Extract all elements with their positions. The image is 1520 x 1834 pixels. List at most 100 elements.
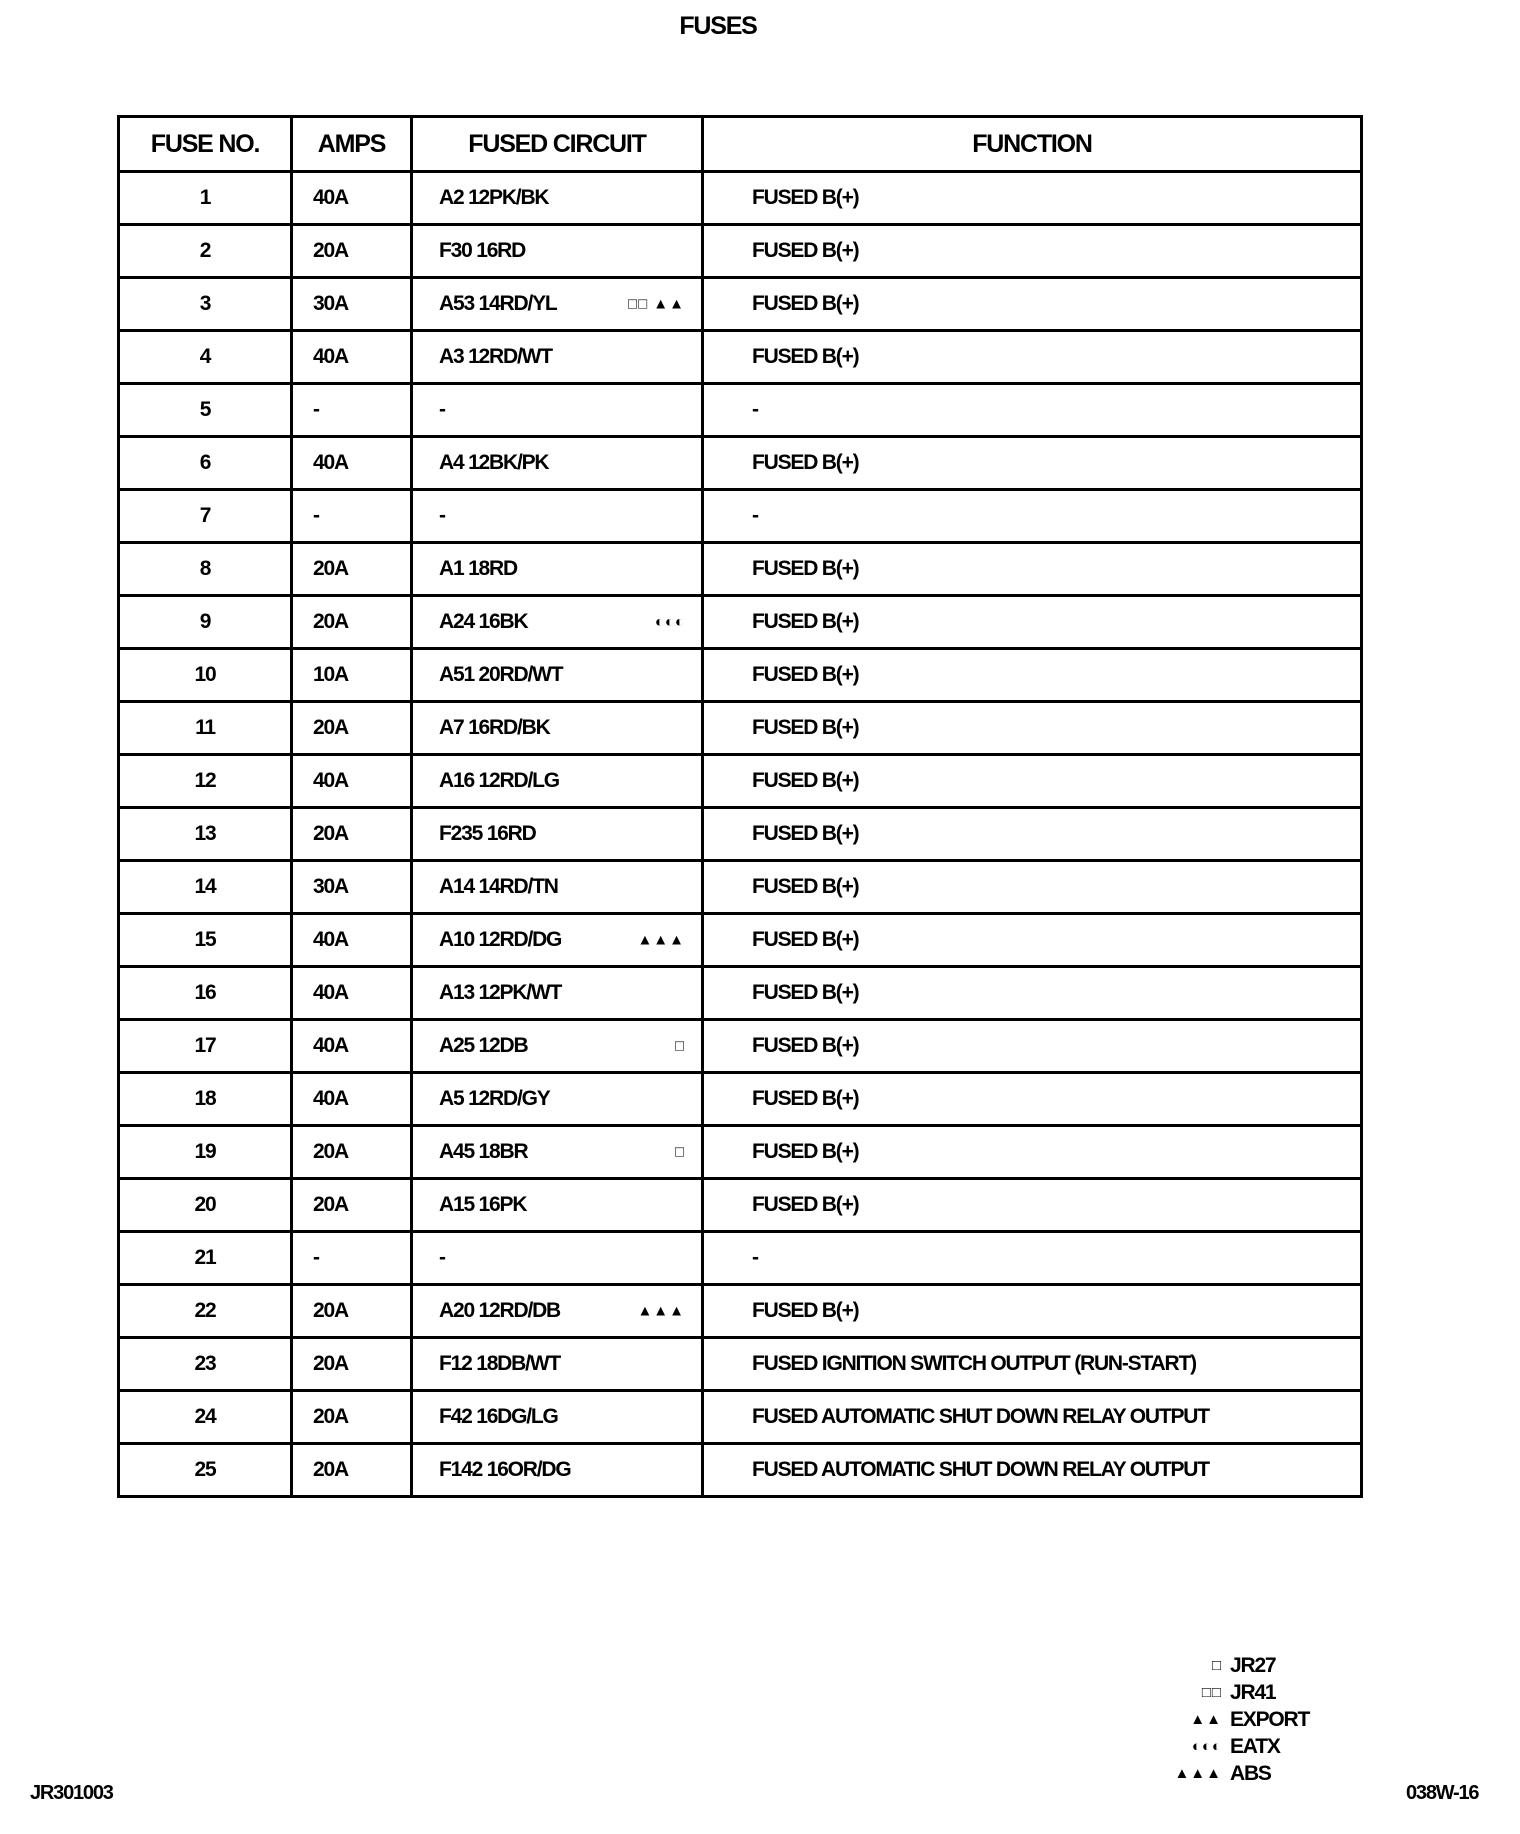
fuse-no-cell: 5 — [117, 382, 293, 438]
function-cell: FUSED B(+) — [701, 912, 1363, 968]
fuse-no-text: 14 — [194, 875, 217, 898]
header-fuse-no: FUSE NO. — [117, 115, 293, 173]
function-cell: FUSED B(+) — [701, 1283, 1363, 1339]
amps-cell: 40A — [290, 965, 413, 1021]
amps-text: 10A — [313, 663, 349, 686]
function-text: FUSED B(+) — [752, 610, 860, 633]
table-row: 8 20A A1 18RD FUSED B(+) — [117, 541, 1363, 597]
amps-text: 20A — [313, 1193, 349, 1216]
legend-label: ABS — [1230, 1761, 1272, 1785]
option-symbol-icon: ◐◐◐ — [654, 613, 685, 631]
legend: □ JR27 □□ JR41 ▲▲ EXPORT ◐◐◐ EATX ▲▲▲ ABS — [1160, 1652, 1310, 1787]
fuse-no-text: 6 — [199, 451, 212, 474]
fused-circuit-cell: A16 12RD/LG — [410, 753, 704, 809]
header-function: FUNCTION — [701, 115, 1363, 173]
function-text: FUSED B(+) — [752, 716, 860, 739]
function-cell: FUSED B(+) — [701, 223, 1363, 279]
fuse-no-cell: 21 — [117, 1230, 293, 1286]
fuse-no-cell: 25 — [117, 1442, 293, 1498]
amps-text: 40A — [313, 1087, 349, 1110]
function-cell: FUSED B(+) — [701, 276, 1363, 332]
fuse-no-cell: 20 — [117, 1177, 293, 1233]
fuse-no-cell: 9 — [117, 594, 293, 650]
function-text: FUSED B(+) — [752, 1087, 860, 1110]
amps-cell: 40A — [290, 912, 413, 968]
function-cell: FUSED B(+) — [701, 1071, 1363, 1127]
function-text: - — [752, 398, 759, 421]
fused-circuit-cell: A45 18BR □ — [410, 1124, 704, 1180]
function-cell: FUSED AUTOMATIC SHUT DOWN RELAY OUTPUT — [701, 1442, 1363, 1498]
function-text: FUSED B(+) — [752, 928, 860, 951]
fuse-no-text: 17 — [194, 1034, 217, 1057]
fused-circuit-text: A2 12PK/BK — [439, 186, 550, 209]
amps-cell: 10A — [290, 647, 413, 703]
amps-text: 30A — [313, 875, 349, 898]
table-row: 9 20A A24 16BK ◐◐◐ FUSED B(+) — [117, 594, 1363, 650]
option-symbol-icon: □□ ▲▲ — [628, 295, 685, 313]
fuse-no-text: 5 — [199, 398, 212, 421]
fuse-no-cell: 3 — [117, 276, 293, 332]
amps-text: 20A — [313, 1458, 349, 1481]
amps-text: 20A — [313, 716, 349, 739]
fused-circuit-cell: A14 14RD/TN — [410, 859, 704, 915]
fuse-no-cell: 18 — [117, 1071, 293, 1127]
amps-text: 40A — [313, 928, 349, 951]
amps-cell: 30A — [290, 276, 413, 332]
amps-cell: 20A — [290, 223, 413, 279]
amps-cell: 20A — [290, 541, 413, 597]
fused-circuit-text: A45 18BR — [439, 1140, 529, 1163]
function-cell: FUSED B(+) — [701, 541, 1363, 597]
fused-circuit-cell: A5 12RD/GY — [410, 1071, 704, 1127]
fused-circuit-text: A13 12PK/WT — [439, 981, 562, 1004]
fused-circuit-cell: A20 12RD/DB ▲▲▲ — [410, 1283, 704, 1339]
function-text: FUSED B(+) — [752, 663, 860, 686]
fused-circuit-text: A3 12RD/WT — [439, 345, 553, 368]
function-cell: - — [701, 382, 1363, 438]
fuse-no-text: 21 — [194, 1246, 217, 1269]
fused-circuit-text: F42 16DG/LG — [439, 1405, 559, 1428]
fuse-no-text: 2 — [199, 239, 212, 262]
fuse-no-text: 10 — [194, 663, 217, 686]
fused-circuit-text: A15 16PK — [439, 1193, 528, 1216]
function-cell: FUSED IGNITION SWITCH OUTPUT (RUN-START) — [701, 1336, 1363, 1392]
amps-text: 20A — [313, 610, 349, 633]
table-row: 25 20A F142 16OR/DG FUSED AUTOMATIC SHUT DO… — [117, 1442, 1363, 1498]
table-row: 16 40A A13 12PK/WT FUSED B(+) — [117, 965, 1363, 1021]
fuse-no-text: 23 — [194, 1352, 217, 1375]
header-fused-circuit: FUSED CIRCUIT — [410, 115, 704, 173]
fused-circuit-text: A24 16BK — [439, 610, 529, 633]
fuse-no-text: 18 — [194, 1087, 217, 1110]
function-cell: FUSED B(+) — [701, 647, 1363, 703]
legend-label: JR27 — [1230, 1653, 1277, 1677]
legend-item: ◐◐◐ EATX — [1160, 1733, 1309, 1760]
amps-cell: - — [290, 382, 413, 438]
amps-text: 20A — [313, 1299, 349, 1322]
legend-item: ▲▲▲ ABS — [1160, 1760, 1309, 1787]
legend-label: EATX — [1230, 1734, 1281, 1758]
function-cell: - — [701, 1230, 1363, 1286]
fuse-no-cell: 7 — [117, 488, 293, 544]
amps-text: 40A — [313, 186, 349, 209]
function-text: - — [752, 504, 759, 527]
amps-text: 20A — [313, 239, 349, 262]
fused-circuit-text: A1 18RD — [439, 557, 518, 580]
fuse-no-cell: 16 — [117, 965, 293, 1021]
amps-cell: - — [290, 488, 413, 544]
table-row: 15 40A A10 12RD/DG ▲▲▲ FUSED B(+) — [117, 912, 1363, 968]
function-text: FUSED IGNITION SWITCH OUTPUT (RUN-START) — [752, 1352, 1197, 1375]
fused-circuit-cell: A2 12PK/BK — [410, 170, 704, 226]
amps-text: - — [313, 504, 320, 527]
fuse-no-cell: 17 — [117, 1018, 293, 1074]
fused-circuit-text: A10 12RD/DG — [439, 928, 562, 951]
fused-circuit-cell: A4 12BK/PK — [410, 435, 704, 491]
function-cell: FUSED B(+) — [701, 806, 1363, 862]
function-cell: - — [701, 488, 1363, 544]
amps-text: 20A — [313, 1140, 349, 1163]
amps-cell: 40A — [290, 170, 413, 226]
fuse-no-text: 16 — [194, 981, 217, 1004]
fused-circuit-cell: F235 16RD — [410, 806, 704, 862]
function-text: FUSED AUTOMATIC SHUT DOWN RELAY OUTPUT — [752, 1405, 1210, 1428]
fuse-no-cell: 22 — [117, 1283, 293, 1339]
fused-circuit-cell: A53 14RD/YL □□ ▲▲ — [410, 276, 704, 332]
table-row: 20 20A A15 16PK FUSED B(+) — [117, 1177, 1363, 1233]
